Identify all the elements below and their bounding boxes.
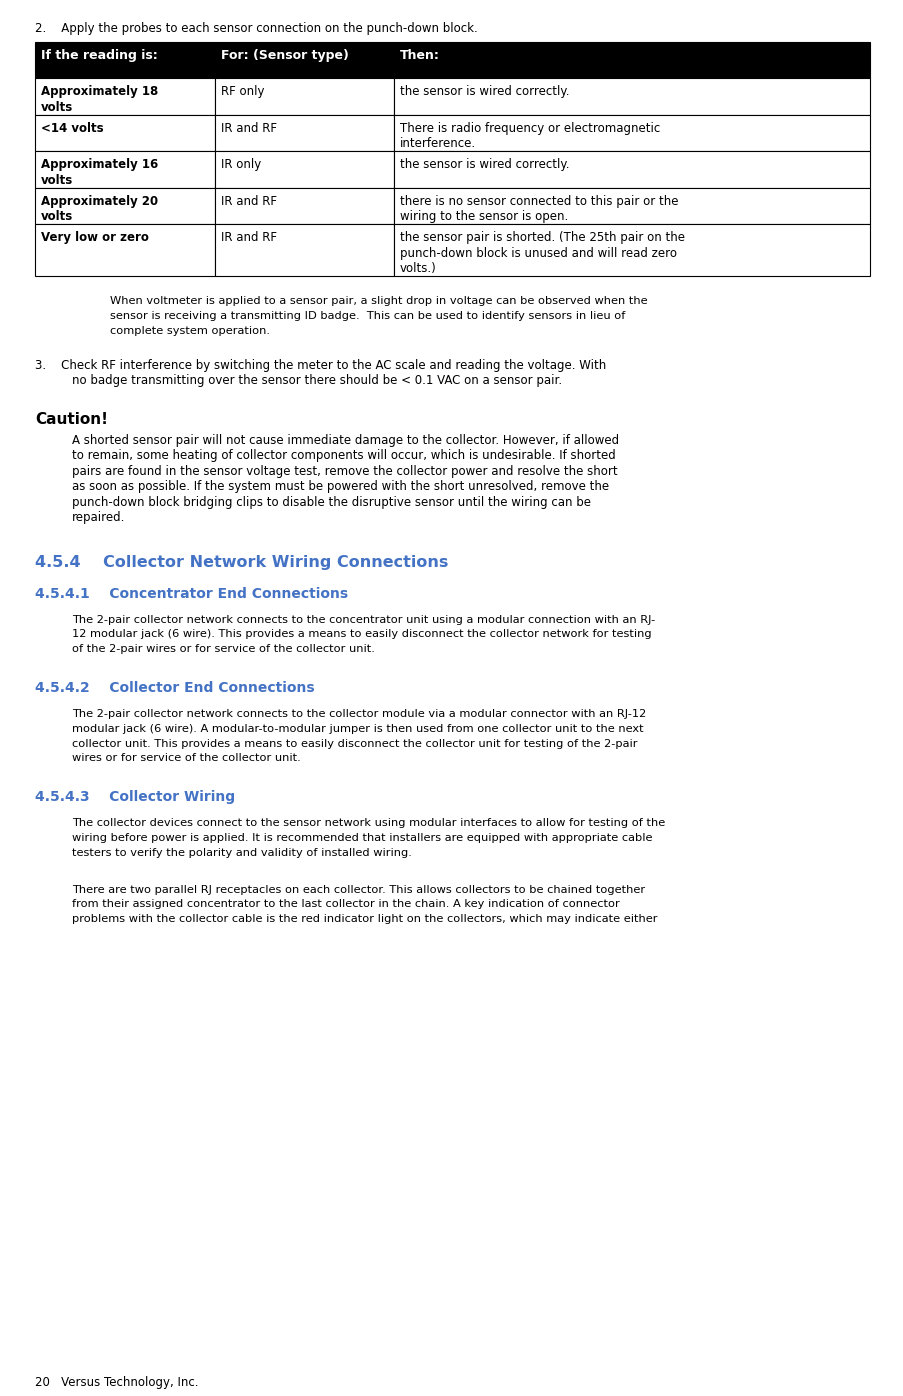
Text: wiring to the sensor is open.: wiring to the sensor is open. xyxy=(400,211,568,223)
Text: 4.5.4.3    Collector Wiring: 4.5.4.3 Collector Wiring xyxy=(35,790,235,804)
Text: The 2-pair collector network connects to the collector module via a modular conn: The 2-pair collector network connects to… xyxy=(72,709,646,719)
Text: There is radio frequency or electromagnetic: There is radio frequency or electromagne… xyxy=(400,121,659,134)
Bar xyxy=(214,42,394,78)
Bar xyxy=(35,114,214,151)
Bar xyxy=(214,114,394,151)
Text: the sensor is wired correctly.: the sensor is wired correctly. xyxy=(400,158,569,172)
Bar xyxy=(214,151,394,187)
Text: For: (Sensor type): For: (Sensor type) xyxy=(220,49,348,63)
Text: Approximately 18: Approximately 18 xyxy=(41,85,158,98)
Text: complete system operation.: complete system operation. xyxy=(110,325,270,336)
Bar xyxy=(214,225,394,276)
Text: collector unit. This provides a means to easily disconnect the collector unit fo: collector unit. This provides a means to… xyxy=(72,738,637,748)
Text: The 2-pair collector network connects to the concentrator unit using a modular c: The 2-pair collector network connects to… xyxy=(72,614,655,624)
Text: repaired.: repaired. xyxy=(72,511,126,524)
Bar xyxy=(35,151,214,187)
Text: RF only: RF only xyxy=(220,85,264,98)
Bar xyxy=(394,151,869,187)
Text: Approximately 20: Approximately 20 xyxy=(41,194,158,208)
Text: Very low or zero: Very low or zero xyxy=(41,232,149,244)
Bar xyxy=(35,187,214,225)
Text: volts.): volts.) xyxy=(400,262,436,275)
Text: of the 2-pair wires or for service of the collector unit.: of the 2-pair wires or for service of th… xyxy=(72,644,375,655)
Text: no badge transmitting over the sensor there should be < 0.1 VAC on a sensor pair: no badge transmitting over the sensor th… xyxy=(72,374,562,387)
Text: interference.: interference. xyxy=(400,137,476,151)
Text: Approximately 16: Approximately 16 xyxy=(41,158,158,172)
Text: The collector devices connect to the sensor network using modular interfaces to : The collector devices connect to the sen… xyxy=(72,818,665,828)
Text: wires or for service of the collector unit.: wires or for service of the collector un… xyxy=(72,754,301,764)
Text: IR and RF: IR and RF xyxy=(220,194,276,208)
Text: <14 volts: <14 volts xyxy=(41,121,104,134)
Text: 2.    Apply the probes to each sensor connection on the punch-down block.: 2. Apply the probes to each sensor conne… xyxy=(35,22,477,35)
Text: A shorted sensor pair will not cause immediate damage to the collector. However,: A shorted sensor pair will not cause imm… xyxy=(72,434,619,447)
Text: pairs are found in the sensor voltage test, remove the collector power and resol: pairs are found in the sensor voltage te… xyxy=(72,465,617,477)
Bar xyxy=(35,225,214,276)
Text: problems with the collector cable is the red indicator light on the collectors, : problems with the collector cable is the… xyxy=(72,914,656,924)
Bar xyxy=(214,187,394,225)
Bar xyxy=(214,78,394,114)
Text: to remain, some heating of collector components will occur, which is undesirable: to remain, some heating of collector com… xyxy=(72,450,615,462)
Bar xyxy=(35,42,214,78)
Text: punch-down block is unused and will read zero: punch-down block is unused and will read… xyxy=(400,247,676,260)
Text: testers to verify the polarity and validity of installed wiring.: testers to verify the polarity and valid… xyxy=(72,847,412,857)
Text: from their assigned concentrator to the last collector in the chain. A key indic: from their assigned concentrator to the … xyxy=(72,899,619,909)
Bar xyxy=(394,78,869,114)
Text: IR and RF: IR and RF xyxy=(220,121,276,134)
Text: IR only: IR only xyxy=(220,158,260,172)
Bar xyxy=(394,114,869,151)
Text: When voltmeter is applied to a sensor pair, a slight drop in voltage can be obse: When voltmeter is applied to a sensor pa… xyxy=(110,296,647,306)
Text: 4.5.4.1    Concentrator End Connections: 4.5.4.1 Concentrator End Connections xyxy=(35,586,348,600)
Bar xyxy=(394,225,869,276)
Bar xyxy=(394,42,869,78)
Text: volts: volts xyxy=(41,101,73,113)
Text: Then:: Then: xyxy=(400,49,440,63)
Text: sensor is receiving a transmitting ID badge.  This can be used to identify senso: sensor is receiving a transmitting ID ba… xyxy=(110,311,625,321)
Text: the sensor is wired correctly.: the sensor is wired correctly. xyxy=(400,85,569,98)
Text: Caution!: Caution! xyxy=(35,412,107,427)
Text: If the reading is:: If the reading is: xyxy=(41,49,158,63)
Text: modular jack (6 wire). A modular-to-modular jumper is then used from one collect: modular jack (6 wire). A modular-to-modu… xyxy=(72,723,643,734)
Text: 3.    Check RF interference by switching the meter to the AC scale and reading t: 3. Check RF interference by switching th… xyxy=(35,359,606,371)
Text: punch-down block bridging clips to disable the disruptive sensor until the wirin: punch-down block bridging clips to disab… xyxy=(72,496,591,508)
Text: wiring before power is applied. It is recommended that installers are equipped w: wiring before power is applied. It is re… xyxy=(72,833,652,843)
Text: there is no sensor connected to this pair or the: there is no sensor connected to this pai… xyxy=(400,194,678,208)
Text: as soon as possible. If the system must be powered with the short unresolved, re: as soon as possible. If the system must … xyxy=(72,480,609,493)
Text: 4.5.4.2    Collector End Connections: 4.5.4.2 Collector End Connections xyxy=(35,681,314,695)
Text: volts: volts xyxy=(41,211,73,223)
Text: the sensor pair is shorted. (The 25th pair on the: the sensor pair is shorted. (The 25th pa… xyxy=(400,232,684,244)
Text: 4.5.4    Collector Network Wiring Connections: 4.5.4 Collector Network Wiring Connectio… xyxy=(35,554,448,570)
Text: IR and RF: IR and RF xyxy=(220,232,276,244)
Text: 20   Versus Technology, Inc.: 20 Versus Technology, Inc. xyxy=(35,1376,199,1389)
Bar xyxy=(35,78,214,114)
Bar xyxy=(394,187,869,225)
Text: 12 modular jack (6 wire). This provides a means to easily disconnect the collect: 12 modular jack (6 wire). This provides … xyxy=(72,630,651,639)
Text: volts: volts xyxy=(41,173,73,187)
Text: There are two parallel RJ receptacles on each collector. This allows collectors : There are two parallel RJ receptacles on… xyxy=(72,885,645,895)
